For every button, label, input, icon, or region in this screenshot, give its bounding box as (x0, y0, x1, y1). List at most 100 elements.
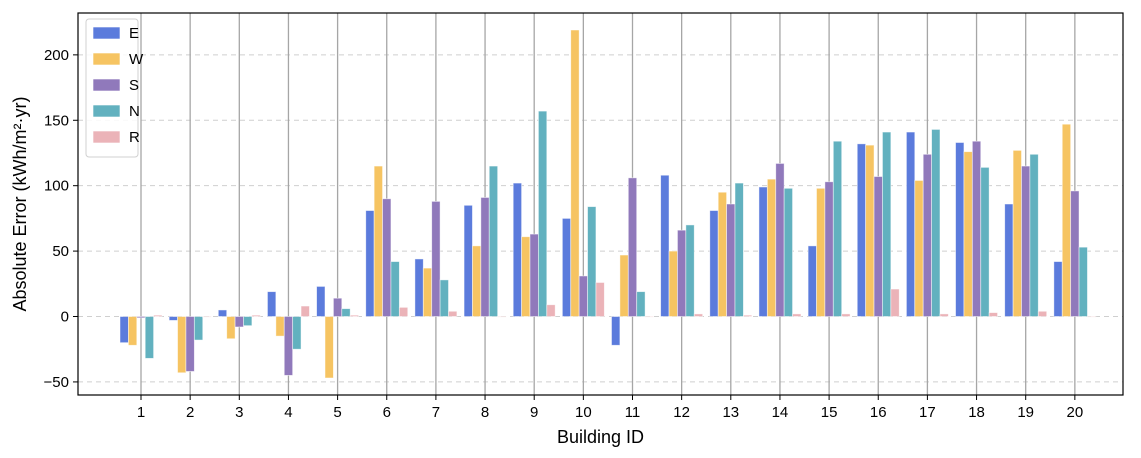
bar-W-17 (914, 180, 924, 317)
bar-S-19 (1021, 165, 1031, 317)
bar-E-2 (168, 316, 178, 321)
bar-W-2 (177, 316, 187, 374)
bar-R-1 (153, 314, 163, 317)
bar-S-16 (873, 176, 883, 317)
bar-N-7 (439, 279, 449, 317)
x-tick-label: 15 (821, 404, 838, 421)
bar-R-10 (595, 282, 605, 317)
bar-R-3 (251, 314, 261, 317)
y-tick-label: 100 (44, 178, 69, 195)
bar-N-17 (931, 129, 941, 317)
bar-R-12 (693, 313, 704, 317)
bar-W-4 (275, 316, 285, 337)
bar-W-7 (422, 267, 433, 317)
bar-E-16 (856, 143, 867, 317)
bar-S-9 (529, 233, 539, 317)
bar-S-13 (726, 203, 736, 317)
bar-S-3 (234, 316, 244, 328)
bar-R-6 (398, 306, 409, 317)
bar-R-18 (988, 312, 998, 317)
bar-E-7 (414, 258, 424, 317)
bar-N-16 (882, 131, 892, 317)
bar-R-9 (546, 304, 556, 317)
bar-S-14 (775, 163, 785, 317)
bar-R-4 (300, 305, 310, 317)
bar-E-9 (512, 182, 523, 317)
bar-W-1 (127, 316, 138, 346)
bar-R-14 (792, 313, 802, 317)
x-tick-label: 19 (1017, 404, 1034, 421)
bar-N-10 (587, 206, 597, 317)
bar-R-15 (841, 313, 851, 317)
bar-E-13 (709, 210, 719, 317)
bar-R-13 (743, 314, 753, 317)
bar-S-1 (136, 316, 146, 319)
bar-E-5 (316, 286, 326, 317)
bar-N-14 (783, 187, 793, 317)
bar-S-7 (431, 200, 441, 317)
x-tick-label: 7 (432, 404, 440, 421)
bar-R-7 (448, 310, 458, 317)
bar-N-6 (390, 261, 400, 317)
bar-W-9 (521, 236, 531, 317)
bar-W-18 (963, 151, 973, 317)
x-tick-label: 2 (186, 404, 194, 421)
y-tick-label: 200 (44, 47, 69, 64)
bar-S-17 (922, 153, 933, 317)
bar-S-6 (382, 198, 392, 317)
bar-R-17 (939, 313, 949, 317)
bar-W-14 (766, 178, 777, 317)
bar-W-6 (373, 165, 383, 317)
bar-N-8 (488, 165, 499, 317)
legend-swatch-N (92, 104, 121, 118)
bar-S-10 (578, 275, 588, 317)
plot-frame (77, 12, 1124, 396)
bar-S-5 (332, 297, 343, 317)
bar-S-8 (480, 197, 490, 317)
bar-E-19 (1004, 203, 1014, 317)
bar-N-3 (243, 316, 253, 327)
y-tick-label: 0 (61, 309, 69, 326)
bar-W-20 (1061, 123, 1072, 317)
bar-E-15 (807, 245, 817, 317)
bar-R-2 (202, 316, 212, 318)
x-tick-label: 13 (722, 404, 739, 421)
bar-E-10 (561, 217, 572, 317)
bar-N-13 (734, 182, 744, 317)
x-tick-label: 12 (673, 404, 690, 421)
bar-E-8 (463, 204, 473, 317)
bar-E-4 (267, 291, 277, 317)
bar-E-12 (660, 174, 670, 317)
bar-N-11 (636, 291, 646, 317)
legend-label-R: R (129, 129, 140, 146)
bar-N-18 (980, 166, 990, 317)
legend-swatch-E (92, 26, 121, 40)
bar-N-4 (292, 316, 302, 350)
bar-N-5 (341, 308, 351, 317)
legend-swatch-S (92, 78, 121, 92)
x-axis-label: Building ID (557, 427, 644, 447)
x-tick-label: 3 (235, 404, 243, 421)
bar-R-20 (1087, 316, 1097, 318)
bar-W-5 (324, 316, 334, 379)
x-tick-label: 14 (772, 404, 789, 421)
bar-R-19 (1037, 310, 1048, 317)
legend-label-W: W (129, 51, 144, 68)
bar-W-15 (816, 187, 826, 317)
bar-W-10 (570, 29, 580, 317)
y-tick-label: −50 (44, 374, 69, 391)
bar-W-3 (226, 316, 236, 340)
bar-E-18 (955, 142, 965, 317)
bar-S-2 (185, 316, 195, 372)
bar-E-17 (906, 131, 916, 317)
x-tick-label: 1 (137, 404, 145, 421)
x-tick-label: 5 (333, 404, 341, 421)
bar-N-12 (685, 224, 695, 317)
bar-R-8 (497, 316, 507, 318)
bar-N-2 (193, 316, 204, 341)
bar-S-4 (283, 316, 294, 376)
